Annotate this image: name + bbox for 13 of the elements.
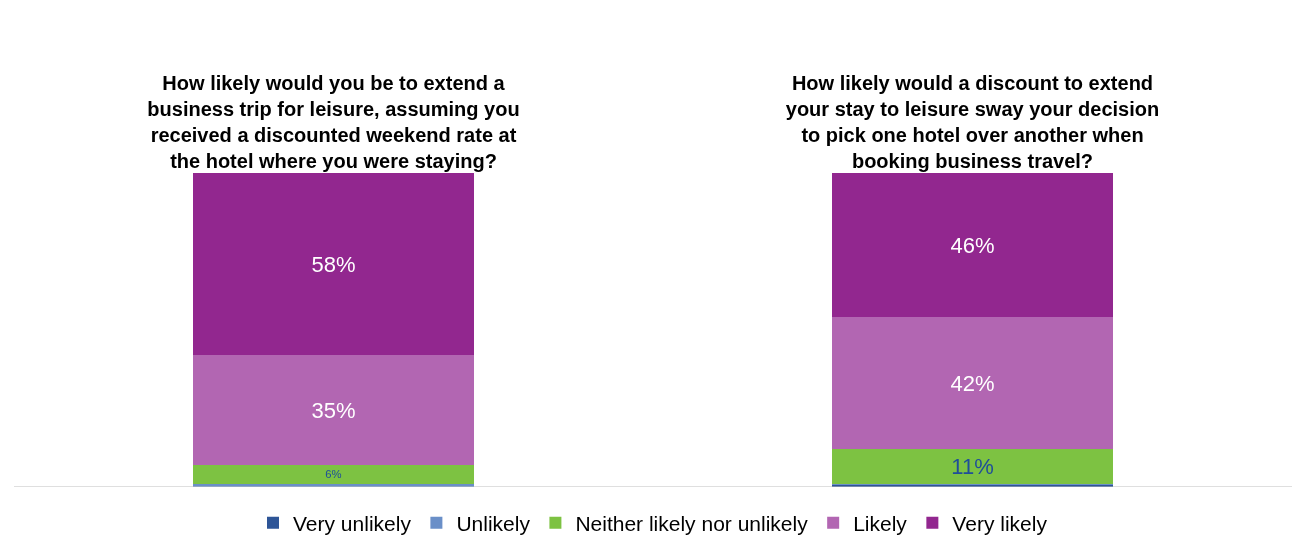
data-label: 11% bbox=[951, 454, 994, 480]
x-tick-label: How likely would a discount to extend your stay to leisure sway your decision to pick one hotel over another when booking business travel? bbox=[785, 72, 1160, 172]
data-label: 46% bbox=[950, 232, 995, 258]
data-label: 58% bbox=[311, 251, 356, 277]
data-label: 42% bbox=[950, 370, 995, 396]
legend-label: Likely bbox=[853, 512, 908, 536]
legend-label: Neither likely nor unlikely bbox=[575, 512, 809, 536]
legend-label: Unlikely bbox=[456, 512, 531, 536]
x-tick-label: How likely would you be to extend a business trip for leisure, assuming you received a discounted weekend rate at the hotel where you were staying? bbox=[147, 72, 520, 172]
data-label: 6% bbox=[325, 468, 342, 481]
legend-label: Very likely bbox=[952, 512, 1048, 536]
legend-label: Very unlikely bbox=[293, 512, 412, 536]
data-label: 35% bbox=[311, 397, 356, 423]
